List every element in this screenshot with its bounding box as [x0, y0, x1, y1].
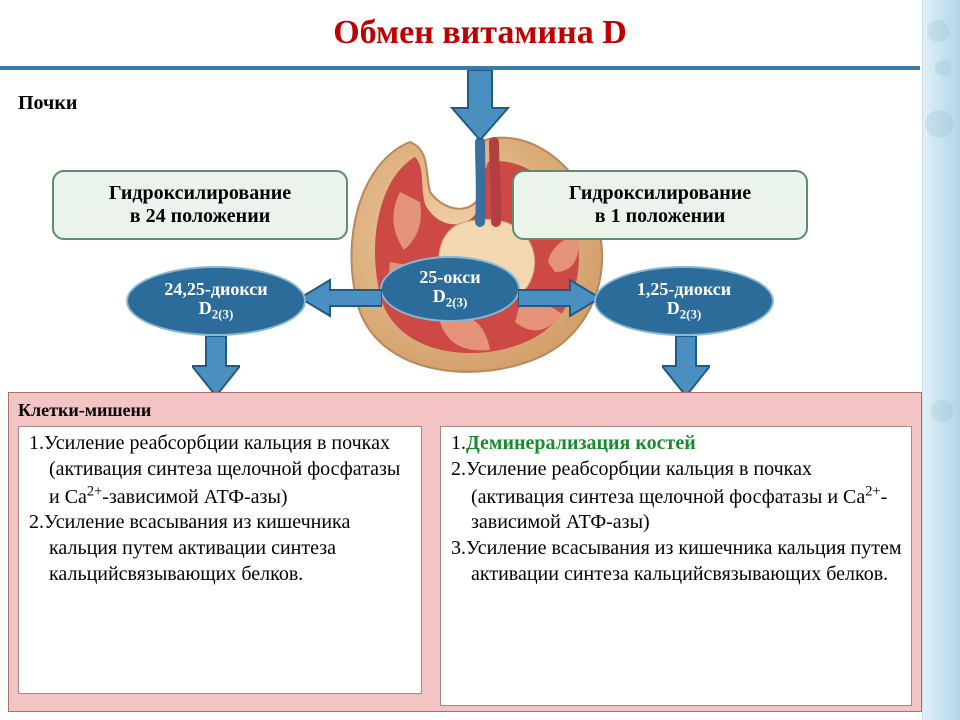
- page-title: Обмен витамина D: [0, 14, 960, 52]
- info-right-list: 1.Деминерализация костей2.Усиление реабс…: [451, 431, 903, 587]
- kidney-illustration: [330, 122, 630, 382]
- box-hydroxylation-24-line2: в 24 положении: [54, 205, 346, 228]
- title-underline: [0, 66, 920, 70]
- oval-25-oxy-l1: 25-окси: [419, 268, 480, 288]
- info-box-right: 1.Деминерализация костей2.Усиление реабс…: [440, 426, 912, 706]
- oval-25-oxy: 25-окси D2(3): [380, 256, 520, 322]
- oval-1-25-dioxy-l1: 1,25-диокси: [637, 280, 731, 300]
- arrow-down-right: [662, 336, 710, 396]
- info-box-left: 1.Усиление реабсорбции кальция в почках …: [18, 426, 422, 694]
- oval-24-25-dioxy: 24,25-диокси D2(3): [126, 266, 306, 336]
- list-item: 1.Деминерализация костей: [451, 431, 903, 457]
- box-hydroxylation-1-line1: Гидроксилирование: [514, 182, 806, 205]
- info-left-list: 1.Усиление реабсорбции кальция в почках …: [29, 431, 413, 587]
- list-item: 3.Усиление всасывания из кишечника кальц…: [451, 536, 903, 587]
- list-item: 1.Усиление реабсорбции кальция в почках …: [29, 431, 413, 510]
- arrow-to-left-oval: [300, 278, 382, 318]
- box-hydroxylation-1: Гидроксилирование в 1 положении: [512, 170, 808, 240]
- section-kidneys-label: Почки: [18, 92, 77, 115]
- decorative-sidebar: [922, 0, 960, 720]
- list-item: 2.Усиление всасывания из кишечника кальц…: [29, 510, 413, 587]
- list-item: 2.Усиление реабсорбции кальция в почках …: [451, 457, 903, 536]
- box-hydroxylation-1-line2: в 1 положении: [514, 205, 806, 228]
- box-hydroxylation-24: Гидроксилирование в 24 положении: [52, 170, 348, 240]
- oval-25-oxy-l2: D2(3): [433, 287, 468, 310]
- arrow-to-right-oval: [518, 278, 600, 318]
- box-hydroxylation-24-line1: Гидроксилирование: [54, 182, 346, 205]
- section-target-cells-label: Клетки-мишени: [18, 400, 151, 421]
- oval-1-25-dioxy: 1,25-диокси D2(3): [594, 266, 774, 336]
- arrow-into-kidney: [450, 70, 510, 140]
- oval-24-25-dioxy-l1: 24,25-диокси: [164, 280, 267, 300]
- oval-24-25-dioxy-l2: D2(3): [199, 299, 234, 322]
- arrow-down-left: [192, 336, 240, 396]
- oval-1-25-dioxy-l2: D2(3): [667, 299, 702, 322]
